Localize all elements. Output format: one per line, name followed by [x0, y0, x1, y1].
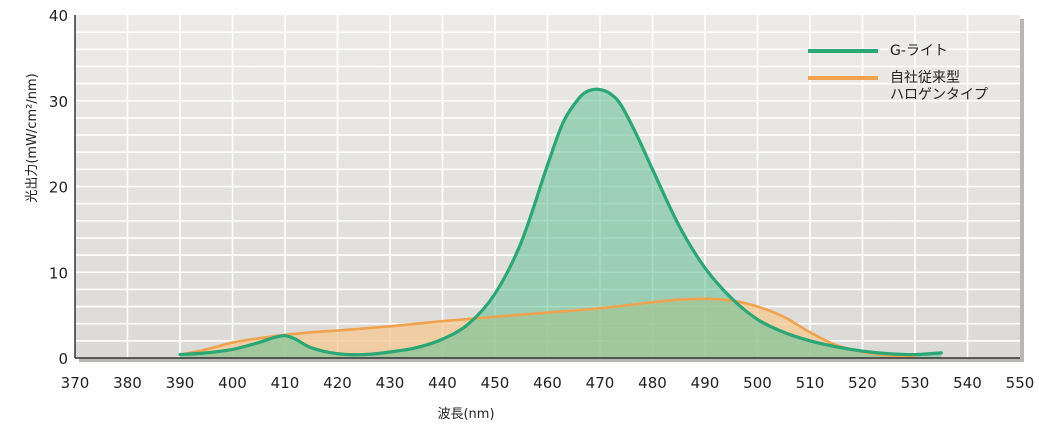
series-area-1 [180, 89, 942, 359]
y-tick-label: 40 [49, 7, 68, 25]
x-tick-label: 520 [848, 374, 877, 392]
legend-label: 自社従来型ハロゲンタイプ [890, 70, 988, 103]
x-tick-labels: 370 380 390 400 410 420 430 440 450 460 470 480 490 5… [61, 374, 1035, 392]
y-tick-label: 30 [49, 93, 68, 111]
x-tick-label: 440 [428, 374, 457, 392]
x-tick-label: 390 [166, 374, 195, 392]
x-tick-label: 500 [743, 374, 772, 392]
x-tick-label: 420 [323, 374, 352, 392]
x-axis-label: 波長(nm) [437, 407, 494, 422]
y-tick-label: 20 [49, 179, 68, 197]
y-tick-label: 10 [49, 264, 68, 282]
x-tick-label: 550 [1006, 374, 1035, 392]
x-tick-label: 530 [901, 374, 930, 392]
x-tick-label: 370 [61, 374, 90, 392]
x-tick-label: 430 [376, 374, 405, 392]
x-tick-label: 460 [533, 374, 562, 392]
x-tick-label: 540 [953, 374, 982, 392]
x-tick-label: 510 [796, 374, 825, 392]
y-tick-labels: 0 10 20 30 40 [49, 7, 68, 368]
x-tick-label: 410 [271, 374, 300, 392]
y-axis-label: 光出力(mW/cm²/nm) [25, 73, 40, 202]
x-tick-label: 400 [218, 374, 247, 392]
x-tick-label: 380 [113, 374, 142, 392]
x-tick-label: 490 [691, 374, 720, 392]
legend-label: G-ライト [890, 43, 948, 59]
axes [74, 15, 1020, 359]
series-layer [178, 87, 943, 359]
x-tick-label: 470 [586, 374, 615, 392]
y-tick-label: 0 [58, 350, 68, 368]
x-tick-label: 450 [481, 374, 510, 392]
x-tick-label: 480 [638, 374, 667, 392]
series-line-1 [178, 87, 943, 357]
